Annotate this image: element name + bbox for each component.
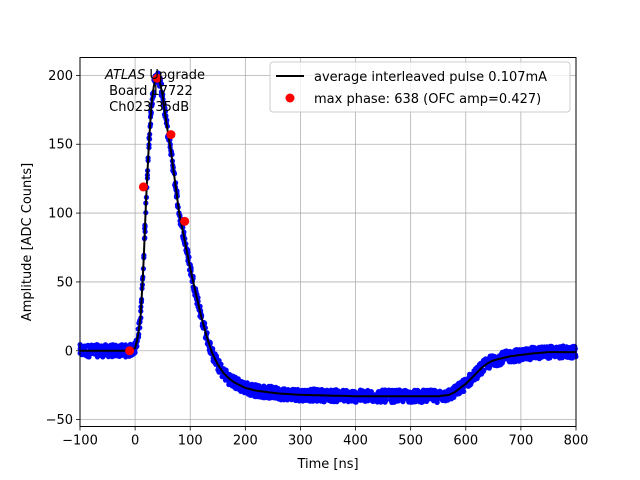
grid-lines (79, 57, 577, 427)
x-tick-label: 0 (131, 434, 139, 449)
plot-frame (79, 57, 577, 427)
annotation-atlas-word: ATLAS (104, 68, 145, 83)
y-axis-label: Amplitude [ADC Counts] (20, 163, 35, 321)
x-tick-label: 800 (564, 434, 589, 449)
x-tick-label: 600 (453, 434, 478, 449)
x-axis-ticks: −100 0 100 200 300 400 500 600 700 800 (62, 426, 589, 449)
annotation-line-2: Board 17722 (105, 84, 193, 99)
x-tick-label: 200 (233, 434, 258, 449)
sample-points-layer (77, 70, 579, 405)
max-phase-point (152, 73, 162, 83)
sample-point (218, 361, 224, 367)
atlas-annotation: ATLAS Upgrade Board 17722 Ch023 35dB (104, 68, 205, 115)
max-phase-points-layer (125, 73, 190, 356)
legend-label-average: average interleaved pulse 0.107mA (314, 70, 547, 85)
x-tick-label: 100 (178, 434, 203, 449)
average-pulse-line (80, 72, 576, 398)
y-tick-label: 150 (48, 138, 73, 153)
annotation-line-1: ATLAS Upgrade (104, 68, 205, 83)
legend-label-max-phase: max phase: 638 (OFC amp=0.427) (314, 92, 541, 107)
sample-point (321, 399, 327, 405)
x-axis-label: Time [ns] (296, 457, 358, 472)
y-tick-label: 50 (56, 275, 73, 290)
x-tick-label: 400 (343, 434, 368, 449)
y-tick-label: 100 (48, 207, 73, 222)
sample-point (481, 367, 487, 373)
max-phase-point (125, 346, 135, 356)
max-phase-point (180, 216, 190, 226)
max-phase-point (138, 182, 148, 192)
x-tick-label: −100 (62, 434, 98, 449)
legend-frame (269, 61, 571, 113)
annotation-line-3: Ch023 35dB (105, 100, 189, 115)
legend-marker-swatch (285, 93, 295, 103)
sample-point (352, 389, 358, 395)
annotation-upgrade-word: Upgrade (145, 68, 205, 83)
y-tick-label: −50 (46, 413, 73, 428)
x-tick-label: 500 (398, 434, 423, 449)
y-axis-ticks: −50 0 50 100 150 200 (46, 69, 80, 428)
y-tick-label: 200 (48, 69, 73, 84)
x-tick-label: 700 (508, 434, 533, 449)
y-tick-label: 0 (65, 344, 73, 359)
legend: average interleaved pulse 0.107mA max ph… (269, 61, 571, 113)
max-phase-point (166, 130, 176, 140)
sample-point (572, 346, 578, 352)
sample-point (461, 388, 467, 394)
x-tick-label: 300 (288, 434, 313, 449)
